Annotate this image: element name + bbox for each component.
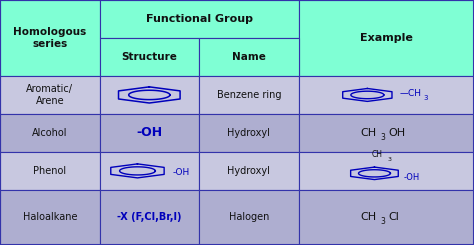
FancyBboxPatch shape bbox=[100, 0, 299, 38]
FancyBboxPatch shape bbox=[199, 152, 299, 190]
Text: Haloalkane: Haloalkane bbox=[23, 212, 77, 222]
Text: Homologous
series: Homologous series bbox=[13, 27, 86, 49]
Text: Phenol: Phenol bbox=[33, 166, 66, 176]
Text: Aromatic/
Arene: Aromatic/ Arene bbox=[26, 84, 73, 106]
FancyBboxPatch shape bbox=[299, 190, 474, 245]
Text: 3: 3 bbox=[388, 157, 392, 162]
Text: Halogen: Halogen bbox=[228, 212, 269, 222]
FancyBboxPatch shape bbox=[199, 38, 299, 76]
Text: CH: CH bbox=[360, 212, 376, 222]
FancyBboxPatch shape bbox=[299, 152, 474, 190]
Text: Cl: Cl bbox=[389, 212, 400, 222]
FancyBboxPatch shape bbox=[199, 114, 299, 152]
FancyBboxPatch shape bbox=[0, 190, 100, 245]
FancyBboxPatch shape bbox=[100, 152, 199, 190]
Text: -OH: -OH bbox=[404, 172, 420, 182]
FancyBboxPatch shape bbox=[0, 0, 100, 76]
FancyBboxPatch shape bbox=[0, 76, 100, 114]
Text: -OH: -OH bbox=[136, 126, 163, 139]
Text: Name: Name bbox=[232, 52, 266, 62]
Text: 3: 3 bbox=[381, 133, 385, 142]
Text: CH: CH bbox=[360, 128, 376, 138]
Text: -X (F,Cl,Br,I): -X (F,Cl,Br,I) bbox=[117, 212, 182, 222]
FancyBboxPatch shape bbox=[100, 38, 199, 76]
Text: 3: 3 bbox=[424, 95, 428, 101]
FancyBboxPatch shape bbox=[100, 76, 199, 114]
Text: Alcohol: Alcohol bbox=[32, 128, 67, 138]
Text: Functional Group: Functional Group bbox=[146, 14, 253, 24]
Text: CH: CH bbox=[371, 150, 383, 159]
FancyBboxPatch shape bbox=[299, 76, 474, 114]
Text: OH: OH bbox=[389, 128, 406, 138]
Text: -OH: -OH bbox=[173, 168, 190, 177]
FancyBboxPatch shape bbox=[0, 152, 100, 190]
Text: Benzene ring: Benzene ring bbox=[217, 90, 281, 100]
FancyBboxPatch shape bbox=[199, 76, 299, 114]
Text: —CH: —CH bbox=[400, 89, 421, 98]
FancyBboxPatch shape bbox=[0, 114, 100, 152]
Text: Hydroxyl: Hydroxyl bbox=[228, 128, 270, 138]
FancyBboxPatch shape bbox=[100, 114, 199, 152]
Text: Example: Example bbox=[360, 33, 413, 43]
Text: 3: 3 bbox=[381, 217, 385, 226]
Text: Hydroxyl: Hydroxyl bbox=[228, 166, 270, 176]
FancyBboxPatch shape bbox=[199, 190, 299, 245]
Text: Structure: Structure bbox=[121, 52, 177, 62]
FancyBboxPatch shape bbox=[299, 114, 474, 152]
FancyBboxPatch shape bbox=[100, 190, 199, 245]
FancyBboxPatch shape bbox=[299, 0, 474, 76]
